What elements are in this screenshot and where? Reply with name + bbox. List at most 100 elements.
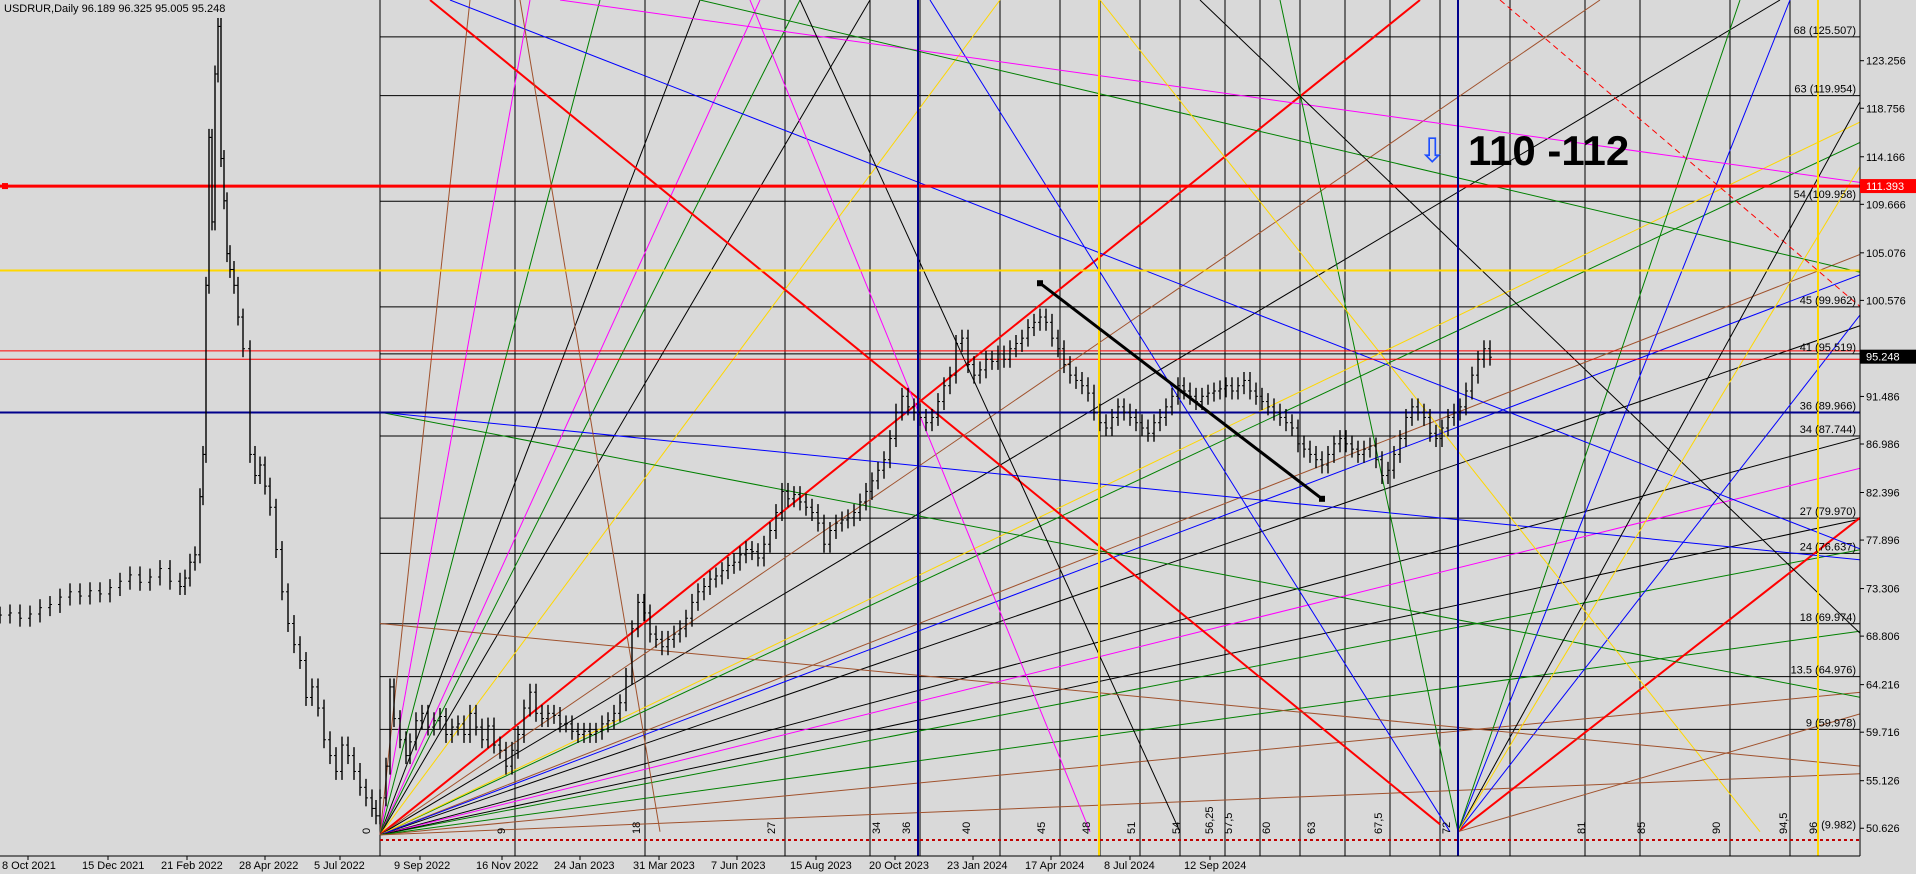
fan-line: [379, 770, 1916, 836]
y-tick-label: 59.716: [1866, 727, 1900, 739]
y-tick-label: 109.666: [1866, 199, 1906, 211]
fan-line: [379, 0, 601, 835]
fan-line: [379, 453, 1916, 836]
y-tick-label: 82.396: [1866, 488, 1900, 500]
time-mark-label: 54: [1171, 822, 1183, 834]
y-tick-label: 123.256: [1866, 56, 1906, 68]
time-mark-label: 56,25: [1204, 806, 1216, 834]
angle-line: [1457, 517, 1861, 833]
x-tick-label: 12 Sep 2024: [1184, 860, 1246, 872]
fan-line: [379, 422, 1916, 836]
price-axis-bg: [1860, 0, 1916, 874]
gann-level-label: 27 (79.970): [1800, 506, 1856, 518]
time-mark-label: 60: [1261, 822, 1273, 834]
angle-line: [1457, 242, 1916, 833]
angle-line: [449, 0, 1916, 572]
y-tick-label: 73.306: [1866, 584, 1900, 596]
time-mark-label: 81: [1576, 822, 1588, 834]
fan-line: [379, 305, 1916, 836]
x-tick-label: 17 Apr 2024: [1025, 860, 1084, 872]
y-tick-label: 100.576: [1866, 295, 1906, 307]
gann-level-label: 54 (109.958): [1794, 189, 1856, 201]
angle-line: [699, 0, 1916, 286]
y-tick-label: 114.166: [1866, 152, 1905, 164]
x-tick-label: 28 Apr 2022: [239, 860, 298, 872]
time-mark-label: 96: [1808, 822, 1820, 834]
x-tick-label: 16 Nov 2022: [476, 860, 538, 872]
level-price-label: 111.393: [1866, 181, 1904, 193]
x-tick-label: 31 Mar 2023: [633, 860, 695, 872]
x-tick-label: 9 Sep 2022: [394, 860, 450, 872]
x-tick-label: 8 Jul 2024: [1104, 860, 1155, 872]
gann-level-label: 34 (87.744): [1800, 424, 1856, 436]
angle-line: [519, 0, 661, 832]
time-axis-bg: [0, 856, 1916, 874]
fan-line: [379, 0, 1001, 836]
gann-level-label: 9 (59.978): [1806, 717, 1856, 729]
gann-level-label: 18 (69.974): [1800, 612, 1856, 624]
fan-line: [379, 0, 871, 836]
angle-line: [1499, 0, 1861, 307]
y-tick-label: 50.626: [1866, 823, 1900, 835]
time-mark-label: 85: [1636, 822, 1648, 834]
fan-line: [379, 0, 471, 835]
angle-line: [379, 411, 1916, 566]
time-mark-label: 48: [1081, 822, 1093, 834]
down-arrow-icon: ⇩: [1418, 131, 1447, 171]
time-mark-label: 27: [766, 822, 778, 834]
time-mark-label: 9: [496, 828, 508, 834]
gann-level-label: 68 (125.507): [1794, 25, 1856, 37]
x-tick-label: 20 Oct 2023: [869, 860, 929, 872]
symbol-info: USDRUR,Daily 96.189 96.325 95.005 95.248: [4, 3, 225, 15]
gann-level-label: 63 (119.954): [1794, 84, 1856, 96]
x-tick-label: 7 Jun 2023: [711, 860, 765, 872]
fan-line: [379, 0, 1781, 836]
y-tick-label: 86.986: [1866, 439, 1900, 451]
angle-line: [1457, 697, 1916, 833]
angle-line: [1457, 0, 1916, 832]
fan-line: [379, 0, 701, 836]
fan-line: [379, 0, 761, 836]
y-tick-label: 64.216: [1866, 680, 1900, 692]
time-mark-label: 90: [1711, 822, 1723, 834]
fan-line: [379, 232, 1916, 836]
y-tick-label: 68.806: [1866, 631, 1900, 643]
fan-line: [379, 0, 531, 835]
time-mark-label: 72: [1441, 822, 1453, 834]
angle-line: [1457, 0, 1791, 832]
level-handle[interactable]: [2, 183, 8, 190]
gann-level-label: (9.982): [1821, 820, 1856, 832]
time-mark-label: 51: [1126, 822, 1138, 834]
trend-line-end-handle[interactable]: [1319, 495, 1325, 502]
angle-line: [379, 623, 1916, 772]
gann-level-label: 45 (99.962): [1800, 295, 1856, 307]
angle-line: [379, 411, 1916, 709]
x-tick-label: 24 Jan 2023: [554, 860, 615, 872]
gann-level-label: 36 (89.966): [1800, 401, 1856, 413]
y-tick-label: 118.756: [1866, 103, 1905, 115]
trend-line: [1039, 282, 1323, 500]
angle-line: [559, 0, 1916, 191]
fan-line: [379, 94, 1916, 836]
angle-line: [1457, 73, 1916, 832]
trend-line-start-handle[interactable]: [1037, 280, 1043, 287]
gann-level-label: 41 (95.519): [1800, 342, 1856, 354]
time-mark-label: 63: [1306, 822, 1318, 834]
current-price-label: 95.248: [1866, 352, 1900, 364]
fan-line: [379, 506, 1916, 836]
gann-level-label: 13.5 (64.976): [1791, 665, 1856, 677]
angle-line: [1199, 0, 1916, 688]
angle-line: [1457, 0, 1741, 832]
gann-level-label: 24 (76.637): [1800, 541, 1856, 553]
angle-line: [929, 0, 1451, 832]
x-tick-label: 15 Aug 2023: [790, 860, 852, 872]
time-mark-label: 94,5: [1778, 813, 1790, 834]
time-mark-label: 57,5: [1223, 813, 1235, 834]
angle-line: [799, 0, 1181, 832]
y-tick-label: 55.126: [1866, 776, 1900, 788]
x-tick-label: 21 Feb 2022: [161, 860, 223, 872]
x-tick-label: 5 Jul 2022: [314, 860, 365, 872]
x-tick-label: 23 Jan 2024: [947, 860, 1008, 872]
